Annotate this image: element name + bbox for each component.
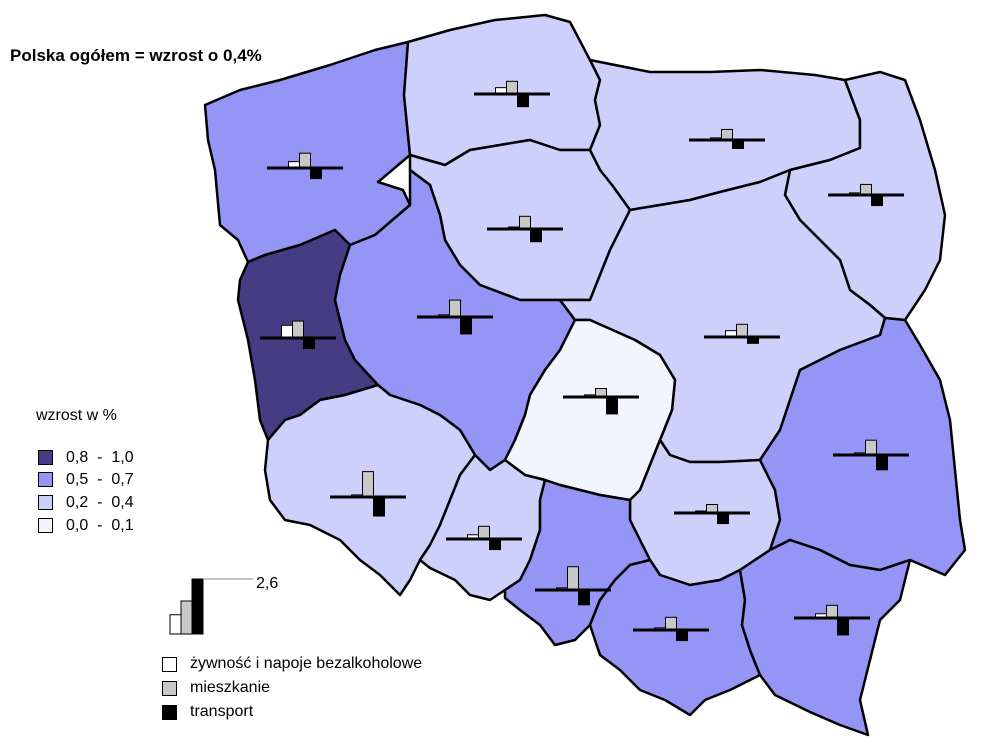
transport-bar — [876, 454, 888, 471]
region-chart-malopolskie — [633, 616, 709, 642]
legend-label: 0,8 - 1,0 — [66, 449, 134, 466]
transport-bar — [871, 194, 883, 207]
legend-swatch — [38, 495, 53, 510]
legend-swatch — [38, 450, 53, 465]
transport-bar — [517, 93, 529, 108]
region-chart-kujawsko-pomorskie — [487, 215, 563, 243]
scale-food-bar — [169, 614, 182, 635]
region-chart-podkarpackie — [794, 604, 870, 636]
legend-label: 0,0 - 0,1 — [66, 517, 134, 534]
housing-bar — [721, 128, 733, 141]
transport-bar — [303, 337, 315, 350]
transport-bar — [606, 396, 618, 415]
housing-bar — [449, 299, 461, 318]
region-chart-swietokrzyskie — [674, 504, 750, 525]
map-title: Polska ogółem = wzrost o 0,4% — [10, 46, 262, 65]
housing-bar — [736, 323, 748, 338]
region-chart-slaskie — [535, 566, 611, 606]
category-swatch — [162, 657, 177, 672]
legend-swatch — [38, 518, 53, 533]
housing-bar — [478, 525, 490, 540]
region-slaskie — [503, 478, 652, 647]
transport-bar — [676, 629, 688, 642]
category-label: mieszkanie — [190, 679, 271, 696]
transport-bar — [717, 512, 729, 525]
region-bar-charts — [260, 80, 909, 642]
region-chart-mazowieckie — [704, 323, 780, 344]
legend-graphics — [169, 578, 253, 635]
transport-bar — [837, 617, 849, 636]
category-swatch — [162, 681, 177, 696]
transport-bar — [530, 228, 542, 243]
region-chart-opolskie — [446, 525, 522, 551]
region-chart-lubuskie — [260, 320, 336, 350]
scale-housing-bar — [180, 600, 193, 635]
legend-label: 0,5 - 0,7 — [66, 471, 134, 488]
legend-label: 0,2 - 0,4 — [66, 494, 134, 511]
region-chart-podlaskie — [828, 183, 904, 207]
housing-bar — [567, 566, 579, 591]
transport-bar — [373, 496, 385, 517]
housing-bar — [665, 616, 677, 631]
region-chart-pomorskie — [474, 80, 550, 108]
housing-bar — [865, 439, 877, 456]
region-chart-lodzkie — [563, 388, 639, 415]
transport-bar — [310, 167, 322, 180]
region-podkarpackie — [738, 538, 912, 737]
region-chart-lubelskie — [833, 439, 909, 471]
region-zachodniopomorskie — [203, 40, 412, 264]
housing-bar — [292, 320, 304, 339]
region-chart-wielkopolskie — [417, 299, 493, 335]
region-chart-zachodniopomorskie — [267, 152, 343, 180]
scale-transport-bar — [191, 578, 204, 635]
region-polygons — [203, 13, 967, 737]
category-swatch — [162, 705, 177, 720]
housing-bar — [826, 604, 838, 619]
transport-bar — [460, 316, 472, 335]
region-chart-warminsko-mazurskie — [689, 128, 765, 149]
housing-bar — [506, 80, 518, 95]
legend-title: wzrost w % — [36, 407, 117, 424]
transport-bar — [489, 538, 501, 551]
housing-bar — [299, 152, 311, 169]
category-label: żywność i napoje bezalkoholowe — [190, 655, 423, 672]
legend-swatch — [38, 472, 53, 487]
category-label: transport — [190, 703, 254, 720]
housing-bar — [860, 183, 872, 196]
transport-bar — [578, 589, 590, 606]
scale-value-label: 2,6 — [256, 575, 279, 592]
housing-bar — [519, 215, 531, 230]
food-bar — [281, 324, 293, 339]
region-chart-dolnoslaskie — [330, 471, 406, 517]
housing-bar — [362, 471, 374, 498]
region-malopolskie — [588, 558, 762, 717]
